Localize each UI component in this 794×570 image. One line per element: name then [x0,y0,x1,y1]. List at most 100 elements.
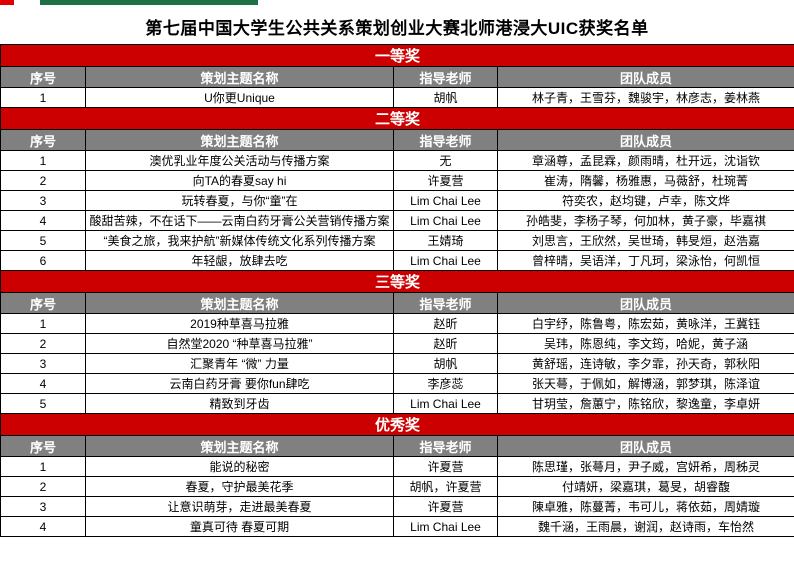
cell-advisor: 李彦蕊 [393,373,498,394]
table-row: 3 汇聚青年 “微” 力量 胡帆 黄舒瑶，连诗敏，李夕霏，孙天奇，郭秋阳 [0,353,794,374]
cell-subject: 玩转春夏，与你“童”在 [85,190,394,211]
cell-serial: 5 [0,393,86,414]
cell-advisor: 无 [393,150,498,171]
column-header: 团队成员 [496,129,794,151]
cell-team: 林子青，王雪芬，魏骏宇，林彦志，姜林燕 [496,87,794,108]
table-row: 5 精致到牙齿 Lim Chai Lee 甘玥莹，詹蕙宁，陈铭欣，黎逸童，李卓妍 [0,393,794,414]
cell-team: 吴玮，陈恩纯，李文筠，哈妮，黄子涵 [496,333,794,354]
cell-advisor: 许夏营 [393,456,498,477]
cell-serial: 5 [0,230,86,251]
cell-advisor: Lim Chai Lee [393,190,498,211]
cell-advisor: Lim Chai Lee [393,250,498,271]
cell-team: 甘玥莹，詹蕙宁，陈铭欣，黎逸童，李卓妍 [496,393,794,414]
cell-serial: 3 [0,496,86,517]
cell-advisor: 胡帆 [393,353,498,374]
top-decor-strip [0,0,794,6]
cell-serial: 4 [0,373,86,394]
award-section-row: 优秀奖 [0,413,794,436]
cell-team: 陳卓雅，陈蔓菁，韦可儿，蒋依茹，周婧璇 [496,496,794,517]
cell-subject: 2019种草喜马拉雅 [85,313,394,334]
cell-team: 付靖妍，梁嘉琪，葛旻，胡睿馥 [496,476,794,497]
cell-serial: 4 [0,210,86,231]
cell-advisor: Lim Chai Lee [393,210,498,231]
table-row: 1 澳优乳业年度公关活动与传播方案无章涵尊，孟昆霖，颜雨晴，杜开远，沈诣钦 [0,150,794,171]
award-section-banner: 二等奖 [0,107,794,130]
cell-subject: 向TA的春夏say hi [85,170,394,191]
column-header: 指导老师 [393,66,498,88]
cell-advisor: 许夏营 [393,170,498,191]
column-header-row: 序号 策划主题名称 指导老师 团队成员 [0,292,794,314]
cell-team: 白宇纾，陈鲁粤，陈宏茹，黄咏洋，王冀钰 [496,313,794,334]
cell-team: 孙皓斐，李杨子琴，何加林，黄子豪，毕嘉祺 [496,210,794,231]
cell-serial: 1 [0,150,86,171]
cell-advisor: 胡帆，许夏营 [393,476,498,497]
table-row: 2 自然堂2020 “种草喜马拉雅” 赵昕 吴玮，陈恩纯，李文筠，哈妮，黄子涵 [0,333,794,354]
column-header: 策划主题名称 [85,435,394,457]
cell-subject: 酸甜苦辣，不在话下——云南白药牙膏公关营销传播方案 [85,210,394,231]
cell-team: 崔涛，隋馨，杨雅惠，马薇舒，杜琬菁 [496,170,794,191]
table-row: 3 让意识萌芽，走进最美春夏 许夏营 陳卓雅，陈蔓菁，韦可儿，蒋依茹，周婧璇 [0,496,794,517]
cell-team: 刘思言，王欣然，吴世琦，韩旻烜，赵浩嘉 [496,230,794,251]
awards-table-body: 一等奖 序号 策划主题名称 指导老师 团队成员 1 U你更Unique 胡帆 林子青，王雪芬，魏… [0,44,794,537]
award-section-banner: 优秀奖 [0,413,794,436]
cell-team: 章涵尊，孟昆霖，颜雨晴，杜开远，沈诣钦 [496,150,794,171]
cell-team: 黄舒瑶，连诗敏，李夕霏，孙天奇，郭秋阳 [496,353,794,374]
cell-advisor: 赵昕 [393,333,498,354]
cell-advisor: 赵昕 [393,313,498,334]
award-section-banner: 三等奖 [0,270,794,293]
cell-team: 曾梓晴，吴语洋，丁凡珂，梁泳怡，何凯恒 [496,250,794,271]
table-row: 1 能说的秘密 许夏营 陈思瑾，张蕚月，尹子威，宫妍希，周秭灵 [0,456,794,477]
cell-subject: 澳优乳业年度公关活动与传播方案 [85,150,394,171]
page-title: 第七届中国大学生公共关系策划创业大赛北师港浸大UIC获奖名单 [145,19,649,38]
table-row: 2 春夏，守护最美花季 胡帆，许夏营 付靖妍，梁嘉琪，葛旻，胡睿馥 [0,476,794,497]
column-header: 策划主题名称 [85,129,394,151]
cell-serial: 1 [0,313,86,334]
column-header: 指导老师 [393,435,498,457]
award-section-row: 一等奖 [0,44,794,67]
column-header: 团队成员 [496,66,794,88]
cell-serial: 2 [0,333,86,354]
cell-advisor: Lim Chai Lee [393,393,498,414]
column-header-row: 序号 策划主题名称 指导老师 团队成员 [0,129,794,151]
table-row: 5 “美食之旅，我来护航”新媒体传统文化系列传播方案 王婧琦 刘思言，王欣然，吴世琦，… [0,230,794,251]
column-header: 序号 [0,435,86,457]
cell-serial: 3 [0,353,86,374]
table-row: 4 云南白药牙膏 要你fun肆吃 李彦蕊 张天蕚，于佩如，解博涵，郭梦琪，陈泽谊 [0,373,794,394]
cell-serial: 6 [0,250,86,271]
table-row: 6 年轻龈，放肆去吃 Lim Chai Lee 曾梓晴，吴语洋，丁凡珂，梁泳怡，何凯恒 [0,250,794,271]
award-section-row: 二等奖 [0,107,794,130]
cell-subject: 自然堂2020 “种草喜马拉雅” [85,333,394,354]
column-header-row: 序号 策划主题名称 指导老师 团队成员 [0,66,794,88]
column-header: 策划主题名称 [85,66,394,88]
top-green-bar [40,0,258,5]
cell-subject: 春夏，守护最美花季 [85,476,394,497]
cell-subject: 精致到牙齿 [85,393,394,414]
table-row: 1 2019种草喜马拉雅 赵昕 白宇纾，陈鲁粤，陈宏茹，黄咏洋，王冀钰 [0,313,794,334]
table-row: 2 向TA的春夏say hi 许夏营 崔涛，隋馨，杨雅惠，马薇舒，杜琬菁 [0,170,794,191]
cell-serial: 3 [0,190,86,211]
table-row: 1 U你更Unique 胡帆 林子青，王雪芬，魏骏宇，林彦志，姜林燕 [0,87,794,108]
cell-subject: 云南白药牙膏 要你fun肆吃 [85,373,394,394]
cell-serial: 2 [0,476,86,497]
cell-team: 魏千涵，王雨晨，谢润，赵诗雨，车怡然 [496,516,794,537]
column-header: 团队成员 [496,292,794,314]
column-header: 团队成员 [496,435,794,457]
cell-subject: 能说的秘密 [85,456,394,477]
cell-serial: 4 [0,516,86,537]
cell-subject: 汇聚青年 “微” 力量 [85,353,394,374]
cell-advisor: 王婧琦 [393,230,498,251]
cell-serial: 2 [0,170,86,191]
column-header: 指导老师 [393,129,498,151]
cell-advisor: 许夏营 [393,496,498,517]
cell-subject: 让意识萌芽，走进最美春夏 [85,496,394,517]
cell-subject: “美食之旅，我来护航”新媒体传统文化系列传播方案 [85,230,394,251]
column-header: 指导老师 [393,292,498,314]
column-header: 序号 [0,129,86,151]
cell-subject: 年轻龈，放肆去吃 [85,250,394,271]
cell-advisor: 胡帆 [393,87,498,108]
column-header-row: 序号 策划主题名称 指导老师 团队成员 [0,435,794,457]
table-row: 3 玩转春夏，与你“童”在 Lim Chai Lee 符奕农，赵均键，卢幸，陈文烨 [0,190,794,211]
cell-subject: U你更Unique [85,87,394,108]
cell-team: 符奕农，赵均键，卢幸，陈文烨 [496,190,794,211]
awards-table: 一等奖 序号 策划主题名称 指导老师 团队成员 1 U你更Unique 胡帆 林子青，王雪芬，魏… [0,44,794,537]
